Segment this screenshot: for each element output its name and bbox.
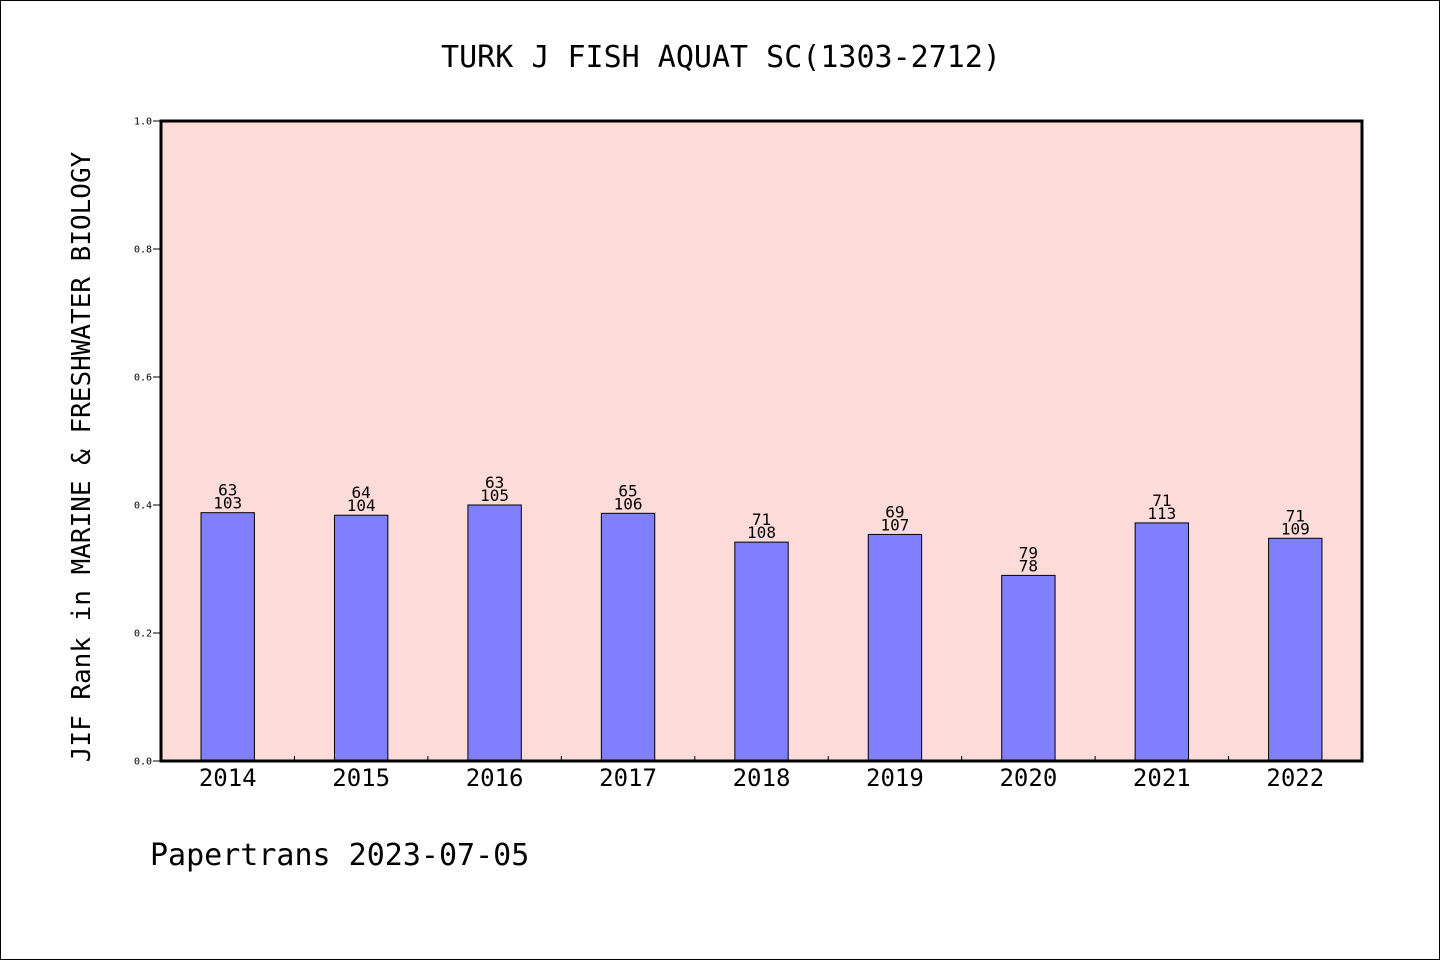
data-label-rank: 63 [485,473,504,492]
x-tick-label: 2018 [733,764,791,792]
data-label-rank: 71 [1286,506,1305,525]
data-label-total: 78 [1019,556,1038,575]
data-label-rank: 69 [885,502,904,521]
plot-frame [159,119,1364,763]
bar [600,512,656,762]
data-label-rank: 63 [218,481,237,500]
bar [1001,574,1056,762]
y-tick-label: 0.4 [134,501,152,512]
x-axis: 2014 2015 2016 2017 2018 2019 2020 2021 2022 [199,756,1324,792]
data-label-total: 113 [1147,504,1176,523]
data-label-rank: 64 [352,483,371,502]
x-tick-label: 2017 [599,764,657,792]
bar [1268,537,1323,762]
bar [333,514,389,762]
y-axis: 0.0 0.2 0.4 0.6 0.8 1.0 [134,117,161,768]
data-label-total: 108 [747,523,776,542]
data-label-total: 105 [480,486,509,505]
chart-title: TURK J FISH AQUAT SC(1303-2712) [441,40,1001,75]
data-label-total: 109 [1281,519,1310,538]
bar [867,533,923,762]
bar [467,504,522,762]
y-tick-label: 0.2 [134,629,152,640]
x-tick-label: 2021 [1133,764,1191,792]
data-label-total: 107 [880,515,909,534]
x-tick-label: 2014 [199,764,257,792]
bar [200,512,255,762]
footer-text: Papertrans 2023-07-05 [150,838,529,873]
x-tick-label: 2019 [866,764,924,792]
bar [1134,522,1190,762]
x-tick-label: 2015 [332,764,390,792]
y-tick-label: 1.0 [134,117,152,128]
x-tick-label: 2022 [1266,764,1324,792]
x-tick-label: 2020 [999,764,1057,792]
data-label-total: 104 [347,496,376,515]
data-label-total: 106 [614,494,643,513]
y-tick-label: 0.8 [134,245,152,256]
y-tick-label: 0.0 [134,757,152,768]
x-tick-label: 2016 [466,764,524,792]
data-label-total: 103 [213,494,242,513]
data-label-rank: 79 [1019,543,1038,562]
data-label-rank: 71 [752,510,771,529]
y-axis-label: JIF Rank in MARINE & FRESHWATER BIOLOGY [67,151,97,762]
data-label-rank: 65 [618,481,637,500]
data-label-rank: 71 [1152,491,1171,510]
y-tick-label: 0.6 [134,373,152,384]
bar [734,541,789,762]
bars-layer [200,504,1323,762]
